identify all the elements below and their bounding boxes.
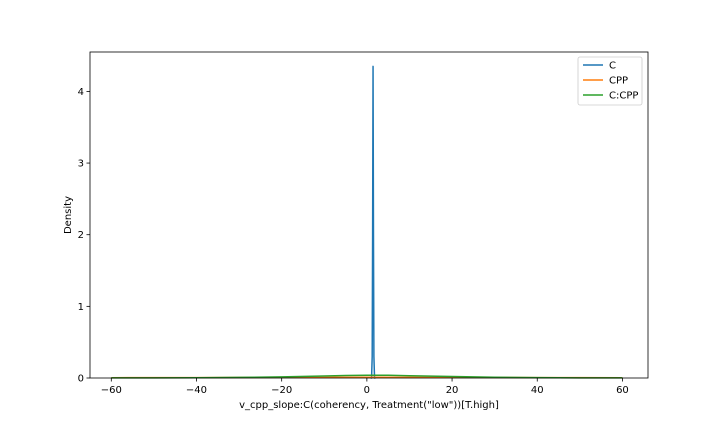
x-tick-label: −20 <box>271 385 292 396</box>
x-tick-label: 0 <box>364 385 370 396</box>
legend-label-c-cpp: C:CPP <box>609 91 638 102</box>
legend-label-c: C <box>609 61 616 72</box>
x-tick-label: 40 <box>531 385 544 396</box>
y-tick-label: 3 <box>78 159 84 170</box>
x-tick-label: 60 <box>616 385 629 396</box>
legend-label-cpp: CPP <box>609 76 628 87</box>
legend: C CPP C:CPP <box>577 56 643 106</box>
x-axis: −60 −40 −20 0 20 40 60 <box>101 378 629 396</box>
y-tick-label: 4 <box>78 87 84 98</box>
y-axis-label: Density <box>63 196 74 234</box>
y-axis: 0 1 2 3 4 <box>78 87 90 385</box>
x-tick-label: 20 <box>446 385 459 396</box>
series-line-c <box>370 65 376 379</box>
y-tick-label: 1 <box>78 302 84 313</box>
legend-box <box>577 56 643 106</box>
y-tick-label: 2 <box>78 230 84 241</box>
x-tick-label: −40 <box>186 385 207 396</box>
y-tick-label: 0 <box>78 374 84 385</box>
plot-frame <box>89 51 649 379</box>
x-tick-label: −60 <box>101 385 122 396</box>
x-axis-label: v_cpp_slope:C(coherency, Treatment("low"… <box>239 400 499 411</box>
